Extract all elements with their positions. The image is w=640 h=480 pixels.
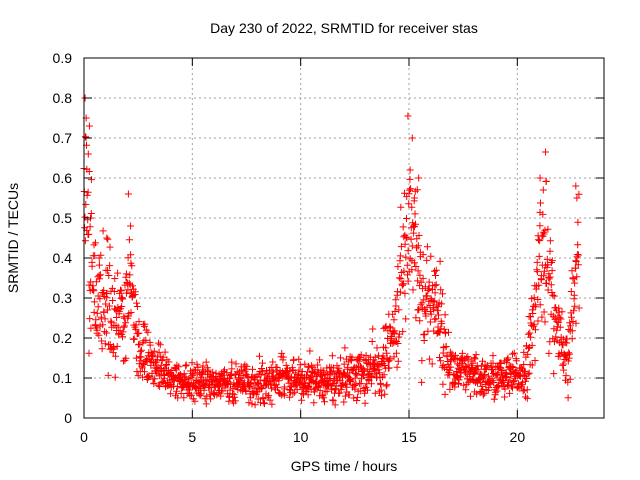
plot-frame	[83, 57, 605, 419]
y-tick-label: 0.6	[53, 170, 73, 186]
data-points	[80, 94, 583, 409]
x-tick-label: 5	[188, 429, 196, 445]
y-tick-label: 0.9	[53, 50, 73, 66]
chart-title: Day 230 of 2022, SRMTID for receiver sta…	[210, 20, 478, 36]
y-tick-label: 0.3	[53, 290, 73, 306]
y-tick-label: 0	[64, 410, 72, 426]
x-tick-label: 10	[293, 429, 309, 445]
x-axis-label: GPS time / hours	[291, 458, 398, 474]
y-tick-label: 0.1	[53, 370, 73, 386]
y-tick-label: 0.5	[53, 210, 73, 226]
y-tick-label: 0.7	[53, 130, 73, 146]
x-tick-label: 20	[510, 429, 526, 445]
y-tick-label: 0.2	[53, 330, 73, 346]
axis-ticks: 0 0.1 0.2 0.3 0.4 0.5 0.6 0.7 0.8 0.9 0 5 10 15 20	[53, 50, 604, 445]
grid-lines	[84, 58, 604, 418]
y-axis-label: SRMTID / TECUs	[5, 183, 21, 293]
x-tick-label: 0	[80, 429, 88, 445]
y-tick-label: 0.8	[53, 90, 73, 106]
scatter-plus-markers	[80, 94, 583, 409]
y-tick-label: 0.4	[53, 250, 73, 266]
x-tick-label: 15	[401, 429, 417, 445]
